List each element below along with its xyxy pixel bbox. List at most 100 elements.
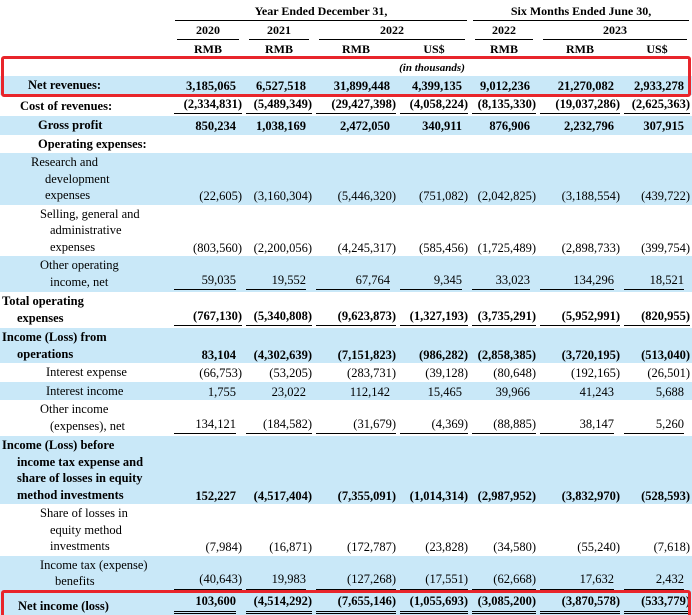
value-cell: 41,243: [538, 381, 622, 400]
value-cell: [172, 135, 244, 154]
value-cell: 2,432: [622, 555, 692, 592]
value-text: (17,551): [400, 571, 468, 590]
value-cell: 103,600: [172, 591, 244, 615]
value-cell: (585,456): [398, 205, 470, 257]
year-header: 2022: [314, 21, 470, 40]
value-cell: 307,915: [622, 116, 692, 135]
row-label: Total operating expenses: [2, 294, 84, 325]
value-text: (3,188,554): [561, 189, 620, 203]
value-cell: (172,787): [314, 504, 398, 556]
value-cell: (3,720,195): [538, 328, 622, 363]
value-text: 38,147: [540, 416, 614, 434]
stub-cell: [0, 21, 172, 40]
table-row: Income (Loss) before income tax expense …: [0, 436, 692, 504]
value-cell: 134,296: [538, 256, 622, 292]
value-text: (55,240): [577, 540, 620, 554]
row-label: Operating expenses:: [38, 136, 147, 151]
value-cell: 19,552: [244, 256, 314, 292]
value-text: 15,465: [427, 384, 462, 399]
value-text: 18,521: [624, 272, 685, 290]
value-text: (3,720,195): [561, 347, 620, 362]
row-label: Other income (expenses), net: [40, 402, 125, 433]
units-note: (in thousands): [399, 62, 465, 74]
value-cell: (40,643): [172, 555, 244, 592]
value-text: (5,952,991): [540, 308, 620, 326]
value-cell: (39,128): [398, 363, 470, 382]
value-text: 2,432: [624, 571, 685, 590]
value-text: (39,128): [425, 366, 468, 380]
value-text: 19,552: [246, 272, 306, 290]
value-text: 134,121: [174, 416, 236, 434]
currency-label: RMB: [249, 40, 309, 59]
value-cell: (4,245,317): [314, 205, 398, 257]
value-text: (31,679): [316, 416, 396, 434]
value-cell: 340,911: [398, 116, 470, 135]
value-text: (2,858,385): [477, 347, 536, 362]
year-header: 2023: [538, 21, 692, 40]
value-cell: 2,232,796: [538, 116, 622, 135]
value-cell: 21,270,082: [538, 76, 622, 95]
value-text: (4,369): [400, 416, 468, 434]
value-text: (4,514,292): [246, 593, 312, 614]
value-text: 83,104: [201, 347, 236, 362]
value-text: (5,489,349): [246, 96, 312, 114]
value-text: (1,327,193): [400, 308, 468, 326]
value-cell: (7,984): [172, 504, 244, 556]
value-text: (4,302,639): [253, 347, 312, 362]
value-cell: (2,858,385): [470, 328, 538, 363]
value-cell: (23,828): [398, 504, 470, 556]
period-group-row: Year Ended December 31, Six Months Ended…: [0, 2, 692, 21]
value-cell: (2,334,831): [172, 95, 244, 117]
value-text: (7,151,823): [337, 347, 396, 362]
value-cell: (803,560): [172, 205, 244, 257]
value-cell: (184,582): [244, 400, 314, 436]
value-text: (40,643): [174, 571, 242, 590]
value-cell: (5,340,808): [244, 292, 314, 328]
value-cell: (1,327,193): [398, 292, 470, 328]
value-cell: 19,983: [244, 555, 314, 592]
value-cell: (3,085,200): [470, 591, 538, 615]
value-cell: 33,023: [470, 256, 538, 292]
value-cell: 152,227: [172, 436, 244, 504]
currency-header: RMB: [244, 40, 314, 59]
row-label: Share of losses in equity method investm…: [40, 506, 128, 553]
value-cell: 59,035: [172, 256, 244, 292]
value-cell: (4,369): [398, 400, 470, 436]
value-text: (127,268): [316, 571, 396, 590]
row-label: Research and development expenses: [0, 153, 172, 205]
value-cell: 3,185,065: [172, 76, 244, 95]
value-cell: (528,593): [622, 436, 692, 504]
value-text: (585,456): [419, 240, 468, 255]
value-cell: 18,521: [622, 256, 692, 292]
currency-header: RMB: [314, 40, 398, 59]
value-text: 31,899,448: [333, 79, 390, 93]
value-cell: 4,399,135: [398, 76, 470, 95]
table-row: Share of losses in equity method investm…: [0, 504, 692, 556]
value-text: 5,688: [655, 384, 685, 399]
value-text: 9,345: [400, 272, 462, 290]
value-cell: 6,527,518: [244, 76, 314, 95]
row-label: Selling, general and administrative expe…: [40, 206, 140, 254]
value-cell: (7,151,823): [314, 328, 398, 363]
value-text: (3,160,304): [253, 189, 312, 203]
value-cell: (4,517,404): [244, 436, 314, 504]
value-text: 1,755: [207, 384, 236, 399]
table-row: Operating expenses:: [0, 135, 692, 154]
currency-header: US$: [398, 40, 470, 59]
table-row: Selling, general and administrative expe…: [0, 205, 692, 257]
value-text: (2,625,363): [624, 96, 691, 114]
value-text: 67,764: [316, 272, 390, 290]
value-cell: (513,040): [622, 328, 692, 363]
value-text: (3,085,200): [472, 593, 536, 614]
year-header: 2020: [172, 21, 244, 40]
value-cell: (5,446,320): [314, 153, 398, 205]
currency-header: US$: [622, 40, 692, 59]
value-cell: (22,605): [172, 153, 244, 205]
value-cell: (7,618): [622, 504, 692, 556]
row-label: Interest income: [0, 381, 172, 400]
value-cell: 134,121: [172, 400, 244, 436]
period-group-label: Six Months Ended June 30,: [473, 2, 690, 21]
value-cell: (26,501): [622, 363, 692, 382]
value-text: (2,200,056): [253, 240, 312, 255]
period-group-label: Year Ended December 31,: [175, 2, 467, 21]
